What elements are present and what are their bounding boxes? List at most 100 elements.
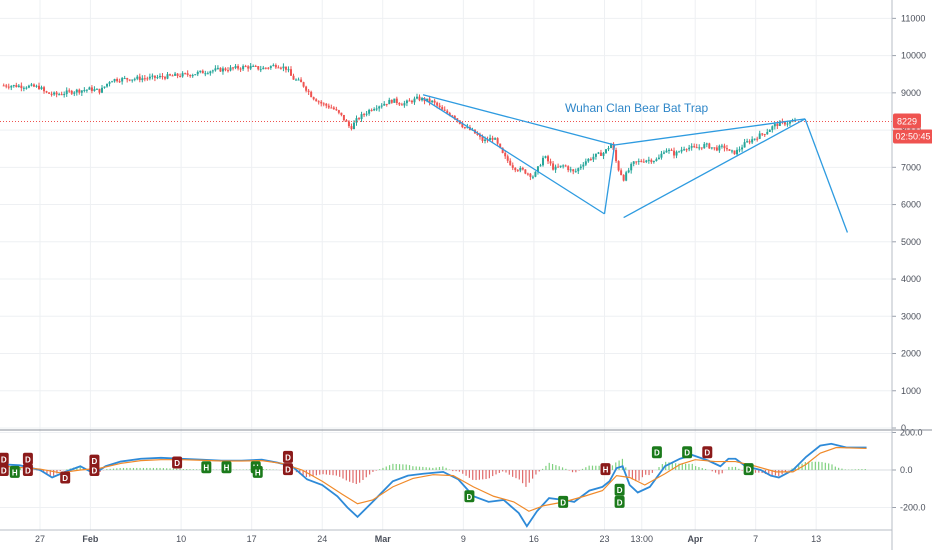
pattern-lower-leg-1 (422, 97, 605, 215)
candle-body (519, 167, 522, 171)
signal-badge-d: D (282, 450, 293, 463)
signal-badge-label: D (62, 474, 68, 483)
candle-body (106, 83, 109, 87)
candle-body (675, 151, 678, 156)
candle-body (287, 69, 290, 71)
candle-body (569, 169, 572, 171)
candle-body (403, 103, 406, 106)
signal-badge-label: D (704, 449, 710, 458)
y-tick-label: 11000 (901, 13, 925, 23)
osc-y-tick-label: 0.0 (900, 465, 913, 475)
candle-body (342, 114, 345, 121)
candle-body (501, 147, 504, 153)
x-tick-label: 27 (35, 534, 45, 544)
pattern-upper-leg-2 (614, 118, 806, 146)
candle-body (433, 100, 436, 103)
candle-body (267, 67, 270, 69)
osc-y-tick-label: -200.0 (900, 503, 926, 513)
candle-body (421, 98, 424, 101)
candle-body (446, 110, 449, 114)
candle-body (5, 85, 8, 87)
candle-body (536, 166, 539, 172)
candle-body (670, 149, 673, 151)
candle-body (572, 169, 575, 172)
signal-badge-d: D (22, 464, 33, 476)
candle-body (741, 147, 744, 150)
candle-body (239, 68, 242, 70)
candle-body (768, 129, 771, 132)
signal-badge-h: H (600, 463, 611, 476)
candle-body (443, 109, 446, 111)
candle-body (30, 84, 33, 86)
signal-badge-label: H (12, 468, 18, 477)
candle-body (78, 89, 81, 93)
candle-body (547, 156, 550, 162)
candle-body (116, 79, 119, 82)
candle-body (133, 78, 136, 80)
signal-badge-bg (9, 465, 20, 478)
x-tick-label: 24 (317, 534, 327, 544)
candle-body (466, 127, 469, 129)
y-tick-label: 4000 (901, 274, 921, 284)
candle-body (171, 75, 174, 77)
candle-body (743, 142, 746, 148)
candle-body (630, 163, 633, 171)
candle-body (453, 115, 456, 119)
candle-body (541, 157, 544, 166)
y-tick-label: 3000 (901, 311, 921, 321)
candle-body (685, 149, 688, 151)
candle-body (587, 158, 590, 162)
candle-body (70, 90, 73, 94)
candle-body (12, 85, 15, 87)
candle-body (259, 69, 262, 71)
candle-body (37, 85, 40, 90)
candle-body (90, 87, 93, 91)
candle-body (80, 90, 83, 93)
candle-body (657, 157, 660, 160)
candle-body (345, 120, 348, 122)
signal-badge-d: D (558, 495, 569, 508)
candle-body (405, 100, 408, 104)
candle-body (327, 105, 330, 108)
candle-body (577, 168, 580, 172)
candle-body (489, 137, 492, 141)
candle-body (766, 131, 769, 135)
signal-badge-d: D (614, 483, 625, 496)
candle-body (524, 169, 527, 174)
candle-body (514, 167, 517, 171)
signal-badge-bg (614, 483, 625, 496)
candle-body (100, 87, 103, 93)
candle-body (118, 81, 121, 83)
grid-layer (0, 0, 892, 530)
candle-body (786, 123, 789, 125)
candle-body (564, 165, 567, 167)
candle-body (310, 91, 313, 98)
candle-body (103, 86, 106, 88)
candle-body (698, 147, 701, 149)
candle-body (599, 152, 602, 156)
candle-body (612, 143, 615, 150)
candle-body (214, 68, 217, 71)
candle-body (705, 143, 708, 145)
candle-body (229, 67, 232, 71)
candle-body (340, 112, 343, 115)
y-tick-label: 9000 (901, 88, 921, 98)
candle-body (138, 76, 141, 81)
osc-y-tick-label: 200.0 (900, 428, 923, 438)
candle-body (438, 105, 441, 108)
candle-body (499, 143, 502, 148)
signal-badge-label: H (203, 464, 209, 473)
signal-badge-label: D (92, 457, 98, 466)
candle-body (249, 66, 252, 69)
candle-body (143, 78, 146, 80)
candle-body (728, 149, 731, 151)
candle-body (45, 91, 48, 93)
candle-body (673, 150, 676, 156)
candle-body (184, 73, 187, 75)
candle-body (410, 100, 413, 103)
candle-body (113, 79, 116, 82)
candle-body (174, 73, 177, 76)
pattern-layer (0, 94, 892, 233)
